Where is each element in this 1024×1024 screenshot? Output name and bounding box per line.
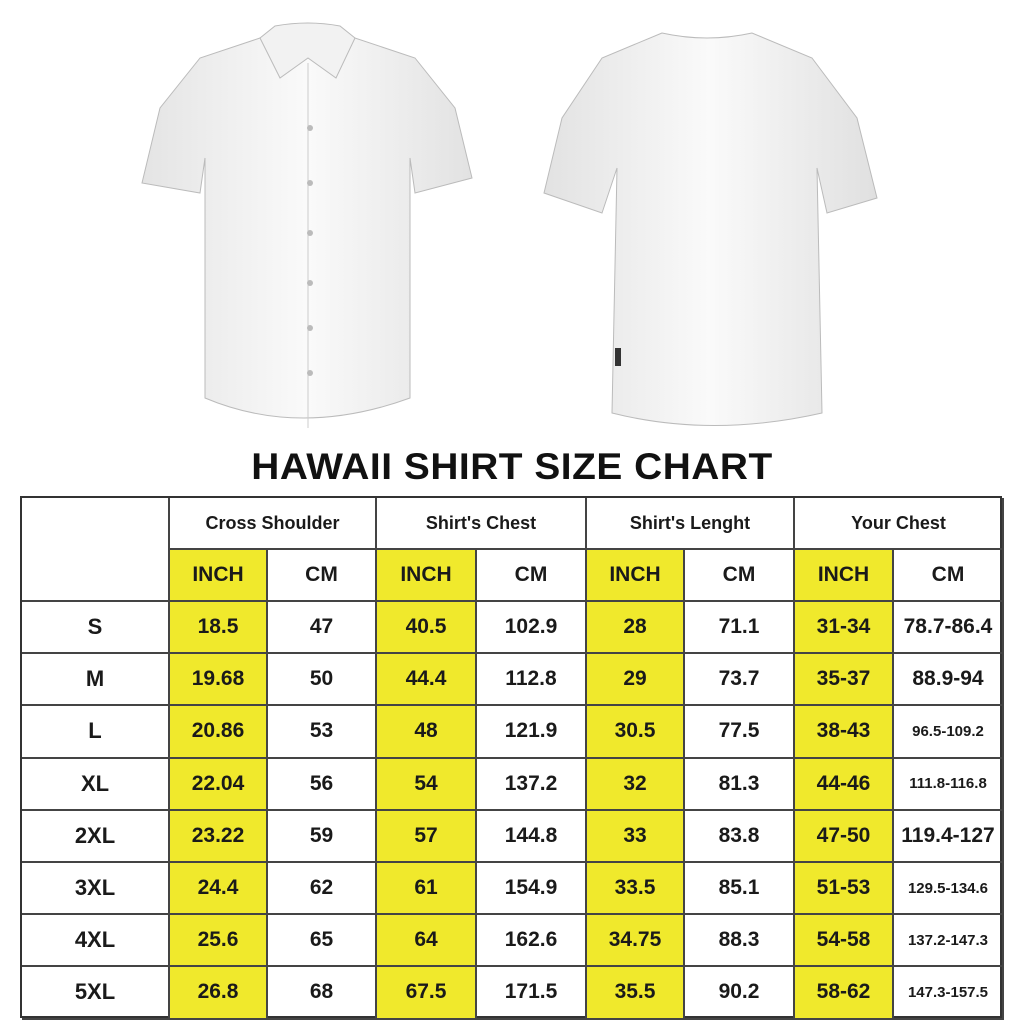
table-cell: 137.2-147.3 (894, 915, 1004, 968)
size-chart-table: Cross Shoulder Shirt's Chest Shirt's Lengh… (20, 496, 1004, 1020)
table-cell: 65 (268, 915, 377, 968)
table-cell: 44-46 (795, 758, 894, 811)
table-cell: 147.3-157.5 (894, 967, 1004, 1020)
unit-header: CM (268, 550, 377, 602)
table-cell: 85.1 (685, 863, 795, 916)
table-cell: 23.22 (170, 810, 268, 863)
table-cell: 121.9 (477, 706, 587, 759)
table-cell: 137.2 (477, 758, 587, 811)
column-group-header: Shirt's Chest (377, 498, 587, 550)
table-cell: 33.5 (587, 863, 685, 916)
table-cell: 102.9 (477, 602, 587, 655)
table-cell: 171.5 (477, 967, 587, 1020)
table-cell: 26.8 (170, 967, 268, 1020)
table-cell: 31-34 (795, 602, 894, 655)
table-cell: 162.6 (477, 915, 587, 968)
table-cell: 50 (268, 654, 377, 707)
table-cell: 58-62 (795, 967, 894, 1020)
table-cell: 83.8 (685, 810, 795, 863)
table-cell: 78.7-86.4 (894, 602, 1004, 655)
table-cell: 51-53 (795, 863, 894, 916)
table-cell: 30.5 (587, 706, 685, 759)
table-cell: 68 (268, 967, 377, 1020)
table-cell: 34.75 (587, 915, 685, 968)
table-cell: 81.3 (685, 758, 795, 811)
unit-header: INCH (795, 550, 894, 602)
table-cell: 33 (587, 810, 685, 863)
size-label: 5XL (22, 967, 170, 1020)
table-cell: 90.2 (685, 967, 795, 1020)
column-group-header: Your Chest (795, 498, 1004, 550)
table-cell: 54 (377, 758, 477, 811)
column-group-header: Cross Shoulder (170, 498, 377, 550)
table-cell: 67.5 (377, 967, 477, 1020)
size-label: XL (22, 758, 170, 811)
table-cell: 111.8-116.8 (894, 758, 1004, 811)
unit-header: INCH (170, 550, 268, 602)
table-cell: 62 (268, 863, 377, 916)
table-cell: 59 (268, 810, 377, 863)
table-cell: 96.5-109.2 (894, 706, 1004, 759)
table-cell: 56 (268, 758, 377, 811)
unit-header: INCH (377, 550, 477, 602)
unit-header: INCH (587, 550, 685, 602)
size-label: L (22, 706, 170, 759)
table-cell: 144.8 (477, 810, 587, 863)
size-label: 3XL (22, 863, 170, 916)
table-cell: 35.5 (587, 967, 685, 1020)
column-group-header: Shirt's Lenght (587, 498, 795, 550)
table-cell: 24.4 (170, 863, 268, 916)
table-cell: 54-58 (795, 915, 894, 968)
table-cell: 38-43 (795, 706, 894, 759)
unit-header: CM (894, 550, 1004, 602)
table-cell: 25.6 (170, 915, 268, 968)
table-cell: 61 (377, 863, 477, 916)
table-cell: 35-37 (795, 654, 894, 707)
table-cell: 119.4-127 (894, 810, 1004, 863)
table-cell: 88.3 (685, 915, 795, 968)
table-cell: 19.68 (170, 654, 268, 707)
table-cell: 77.5 (685, 706, 795, 759)
table-cell: 64 (377, 915, 477, 968)
unit-header: CM (685, 550, 795, 602)
size-label: 2XL (22, 810, 170, 863)
table-cell: 57 (377, 810, 477, 863)
table-cell: 129.5-134.6 (894, 863, 1004, 916)
table-cell: 32 (587, 758, 685, 811)
size-label: S (22, 602, 170, 655)
table-cell: 28 (587, 602, 685, 655)
size-label: 4XL (22, 915, 170, 968)
table-cell: 29 (587, 654, 685, 707)
table-cell: 73.7 (685, 654, 795, 707)
table-cell: 20.86 (170, 706, 268, 759)
table-cell: 88.9-94 (894, 654, 1004, 707)
table-cell: 112.8 (477, 654, 587, 707)
table-cell: 48 (377, 706, 477, 759)
shirt-front-image (141, 22, 473, 428)
table-cell: 53 (268, 706, 377, 759)
table-cell: 18.5 (170, 602, 268, 655)
table-cell: 44.4 (377, 654, 477, 707)
size-label: M (22, 654, 170, 707)
table-cell: 71.1 (685, 602, 795, 655)
table-cell: 40.5 (377, 602, 477, 655)
corner-cell (22, 498, 170, 602)
table-cell: 47-50 (795, 810, 894, 863)
table-cell: 154.9 (477, 863, 587, 916)
shirt-back-image (543, 32, 878, 426)
size-chart-title: HAWAII SHIRT SIZE CHART (251, 446, 773, 487)
table-cell: 22.04 (170, 758, 268, 811)
unit-header: CM (477, 550, 587, 602)
table-cell: 47 (268, 602, 377, 655)
